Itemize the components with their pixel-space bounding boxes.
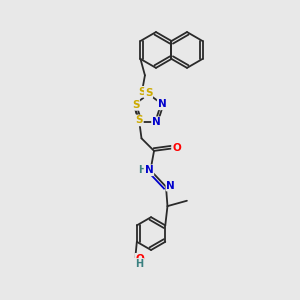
Text: N: N <box>167 181 175 190</box>
Text: H: H <box>138 165 146 175</box>
Text: N: N <box>152 117 161 127</box>
Text: H: H <box>136 259 144 269</box>
Text: O: O <box>135 254 144 264</box>
Text: S: S <box>132 100 139 110</box>
Text: N: N <box>145 165 153 175</box>
Text: S: S <box>135 116 143 125</box>
Text: O: O <box>172 143 181 153</box>
Text: S: S <box>138 87 146 97</box>
Text: N: N <box>158 99 167 109</box>
Text: S: S <box>145 88 152 98</box>
